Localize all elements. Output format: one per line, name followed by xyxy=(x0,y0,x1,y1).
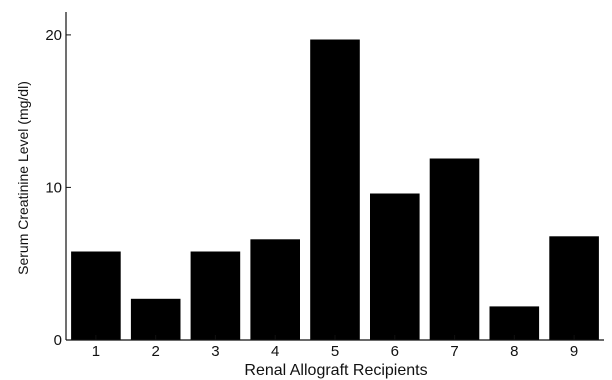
x-tick-label-4: 4 xyxy=(271,343,279,360)
bar-3 xyxy=(190,251,241,340)
bar-8 xyxy=(489,306,540,340)
x-tick-label-6: 6 xyxy=(391,343,399,360)
x-tick-label-2: 2 xyxy=(152,343,160,360)
bar-4 xyxy=(250,239,300,340)
y-tick-label-20: 20 xyxy=(45,27,62,44)
bar-6 xyxy=(370,193,420,340)
x-tick-label-7: 7 xyxy=(450,343,458,360)
bar-1 xyxy=(71,251,121,340)
bar-9 xyxy=(549,236,599,340)
y-axis-title: Serum Creatinine Level (mg/dl) xyxy=(15,81,31,275)
x-tick-label-3: 3 xyxy=(211,343,219,360)
x-tick-label-5: 5 xyxy=(331,343,339,360)
y-tick-label-10: 10 xyxy=(45,179,62,196)
bar-5 xyxy=(310,39,360,340)
x-tick-label-9: 9 xyxy=(570,343,578,360)
bar-7 xyxy=(429,158,480,340)
bar-2 xyxy=(130,298,181,340)
x-tick-label-1: 1 xyxy=(92,343,100,360)
x-axis-title: Renal Allograft Recipients xyxy=(244,362,427,379)
y-tick-label-0: 0 xyxy=(54,332,62,349)
bars-layer xyxy=(71,39,599,340)
x-tick-label-8: 8 xyxy=(510,343,518,360)
labels-layer: 1 2 3 4 5 6 7 8 9 0 10 20 xyxy=(45,27,578,360)
axis-layer xyxy=(65,12,604,341)
